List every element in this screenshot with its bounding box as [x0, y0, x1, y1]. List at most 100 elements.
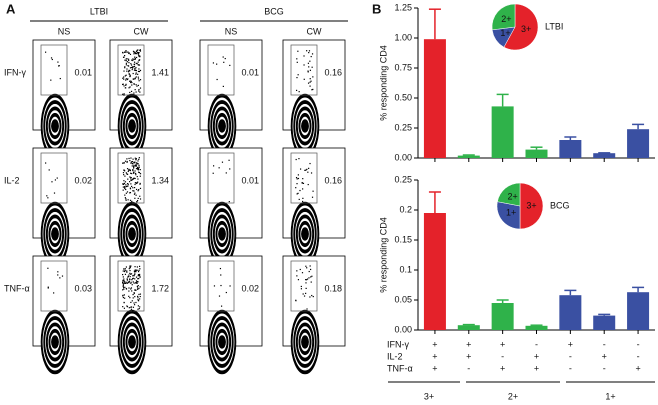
event-dot: [127, 276, 129, 278]
marker-label: IL-2: [387, 351, 403, 361]
event-dot: [132, 187, 134, 189]
event-dot: [138, 287, 140, 290]
event-dot: [132, 190, 134, 192]
gate: [290, 152, 318, 204]
event-dot: [213, 285, 216, 287]
event-dot: [128, 282, 130, 284]
event-dot: [133, 292, 135, 294]
event-dot: [123, 56, 125, 58]
event-dot: [122, 183, 124, 185]
event-dot: [135, 62, 137, 64]
event-dot: [138, 157, 140, 159]
event-dot: [138, 55, 140, 57]
event-dot: [128, 73, 130, 75]
event-dot: [128, 290, 130, 292]
event-dot: [218, 295, 221, 297]
event-dot: [296, 61, 298, 63]
event-dot: [132, 293, 134, 296]
event-dot: [302, 197, 304, 199]
event-dot: [297, 74, 299, 76]
combination-mark: -: [603, 339, 606, 349]
event-dot: [139, 293, 142, 295]
event-dot: [296, 193, 298, 195]
event-dot: [138, 277, 140, 280]
event-dot: [122, 294, 124, 296]
event-dot: [125, 87, 127, 89]
event-dot: [135, 159, 137, 161]
bar: [593, 153, 616, 158]
event-dot: [225, 172, 227, 174]
event-dot: [135, 56, 138, 59]
event-dot: [299, 168, 302, 170]
event-dot: [139, 69, 142, 72]
event-dot: [302, 293, 304, 295]
event-dot: [127, 170, 129, 173]
event-dot: [134, 182, 137, 184]
combination-mark: -: [535, 339, 538, 349]
event-dot: [299, 189, 301, 192]
combination-mark: -: [637, 339, 640, 349]
panel-label: A: [6, 1, 16, 16]
event-dot: [132, 178, 134, 180]
marker-label: IL-2: [4, 175, 20, 185]
event-dot: [122, 306, 124, 308]
event-dot: [126, 191, 129, 193]
event-dot: [305, 292, 307, 294]
event-dot: [122, 281, 124, 284]
event-dot: [132, 277, 134, 279]
event-dot: [138, 59, 140, 62]
event-dot: [126, 68, 128, 70]
event-dot: [220, 305, 223, 307]
event-dot: [125, 288, 128, 290]
bar: [559, 140, 582, 158]
event-dot: [129, 74, 131, 76]
event-dot: [130, 81, 132, 84]
population-contour: [218, 335, 226, 349]
event-dot: [296, 183, 298, 185]
event-dot: [127, 183, 129, 185]
event-dot: [134, 271, 136, 273]
event-dot: [139, 173, 142, 175]
event-dot: [122, 280, 124, 282]
event-dot: [212, 172, 214, 174]
event-dot: [130, 80, 132, 82]
event-dot: [57, 271, 59, 273]
event-dot: [125, 58, 127, 60]
y-axis-label: % responding CD4: [378, 217, 388, 293]
event-dot: [128, 295, 130, 297]
event-dot: [132, 163, 134, 165]
event-dot: [139, 268, 141, 270]
error-bar: [428, 8, 441, 40]
event-dot: [129, 91, 131, 94]
event-dot: [133, 51, 135, 53]
event-dot: [134, 270, 136, 272]
event-dot: [125, 172, 127, 174]
event-dot: [125, 60, 127, 62]
event-dot: [135, 72, 137, 74]
event-dot: [135, 280, 138, 282]
event-dot: [133, 166, 135, 168]
event-dot: [122, 189, 124, 191]
event-dot: [122, 183, 125, 186]
frequency-label: 0.18: [324, 283, 342, 293]
event-dot: [129, 53, 132, 55]
event-dot: [132, 72, 134, 75]
event-dot: [303, 78, 305, 80]
event-dot: [127, 199, 129, 201]
event-dot: [135, 73, 137, 75]
combination-mark: +: [635, 363, 640, 373]
event-dot: [136, 201, 138, 203]
group-label: 2+: [508, 391, 518, 401]
event-dot: [130, 282, 132, 284]
event-dot: [136, 85, 138, 87]
event-dot: [129, 169, 131, 171]
event-dot: [126, 173, 128, 175]
group-label: 1+: [605, 391, 615, 401]
event-dot: [299, 268, 301, 271]
event-dot: [131, 290, 133, 292]
event-dot: [129, 159, 131, 162]
event-dot: [138, 265, 141, 267]
event-dot: [133, 53, 135, 55]
frequency-label: 0.01: [241, 175, 259, 185]
pie-label: 2+: [508, 192, 518, 202]
